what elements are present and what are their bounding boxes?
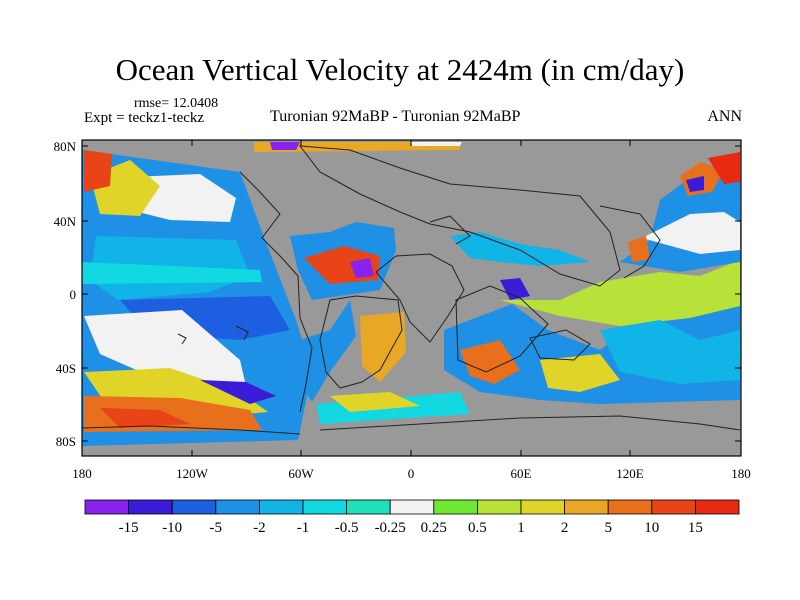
coastline [429,215,471,245]
ocean-region [360,312,406,382]
ocean-region [686,176,704,192]
lat-tick-label: 40N [54,214,77,229]
ocean-region [200,380,276,404]
lat-tick-label: 80S [56,434,76,449]
ocean-region [350,258,374,278]
lon-tick-label: 120E [616,466,644,481]
colorbar-swatch [564,499,609,515]
coastline [319,295,403,389]
axis-ticks: 80N 40N 0 40S 80S 180 120W 60W 0 60E 120E 180 [54,139,751,481]
rmse-label: rmse= 12.0408 [134,96,219,111]
lon-tick-label: 180 [731,466,751,481]
ocean-region [540,354,620,392]
lon-tick-label: 120W [176,466,209,481]
colorbar-label: 2 [561,520,569,536]
colorbar-swatch [433,499,478,515]
lon-tick-label: 0 [408,466,415,481]
colorbar-label: -0.5 [335,520,359,536]
ocean-region [450,232,590,266]
colorbar: -15 -10 -5 -2 -1 -0.5 -0.25 0.25 0.5 1 2 5 10 15 [84,499,740,536]
coastline [455,285,549,373]
lon-tick-label: 60W [288,466,314,481]
map-area [82,140,741,456]
coastline [529,329,591,361]
colorbar-swatch [346,499,391,515]
coastlines [82,145,741,435]
ocean-region [82,262,262,284]
colorbar-label: -1 [297,520,310,536]
colorbar-swatch [128,499,173,515]
ocean-region [270,142,300,150]
coastline [239,171,313,413]
coastline [235,325,249,341]
ocean-region [500,278,530,300]
map-title: Ocean Vertical Velocity at 2424m (in cm/… [115,52,685,87]
colorbar-label: 10 [644,520,659,536]
ocean-region [600,320,740,384]
colorbar-label: 0.25 [421,520,447,536]
ocean-region [642,212,740,254]
colorbar-swatch [607,499,653,515]
colorbar-swatch [695,499,740,515]
colorbar-swatch [171,499,217,515]
ocean-region [628,236,650,262]
coastline [298,145,621,287]
colorbar-swatch [651,499,696,515]
ocean-region [100,408,190,428]
colorbar-swatch [215,499,260,515]
lat-tick-label: 0 [70,287,77,302]
ocean-region [254,142,460,152]
ocean-region [708,152,740,184]
ocean-region [300,300,356,402]
colorbar-swatch [302,499,347,515]
season-label: ANN [707,108,742,125]
colorbar-swatch [476,499,522,515]
experiment-label: Expt = teckz1-teckz [84,110,205,126]
lat-tick-label: 40S [56,361,76,376]
colorbar-label: 0.5 [468,520,487,536]
lat-tick-label: 80N [54,139,77,154]
coastline [319,415,741,431]
ocean-region [84,150,112,192]
ocean-region [410,142,462,146]
colorbar-label: 1 [517,520,525,536]
ocean-field [82,142,740,446]
ocean-region [460,340,520,384]
colorbar-label: 15 [688,520,703,536]
ocean-region [330,392,420,412]
colorbar-label: -0.25 [375,520,406,536]
colorbar-swatch [389,499,435,515]
ocean-region [84,310,246,386]
colorbar-swatch [520,499,565,515]
lon-tick-label: 180 [72,466,92,481]
colorbar-label: -2 [253,520,266,536]
colorbar-swatch [84,499,129,515]
lon-tick-label: 60E [511,466,532,481]
coastline [82,425,301,435]
colorbar-swatch [258,499,304,515]
coastline [177,333,187,345]
colorbar-label: -5 [210,520,223,536]
coastline [599,205,661,279]
comparison-label: Turonian 92MaBP - Turonian 92MaBP [270,108,521,125]
colorbar-label: 5 [604,520,612,536]
ocean-region [500,260,740,326]
colorbar-label: -10 [162,520,182,536]
colorbar-label: -15 [119,520,139,536]
